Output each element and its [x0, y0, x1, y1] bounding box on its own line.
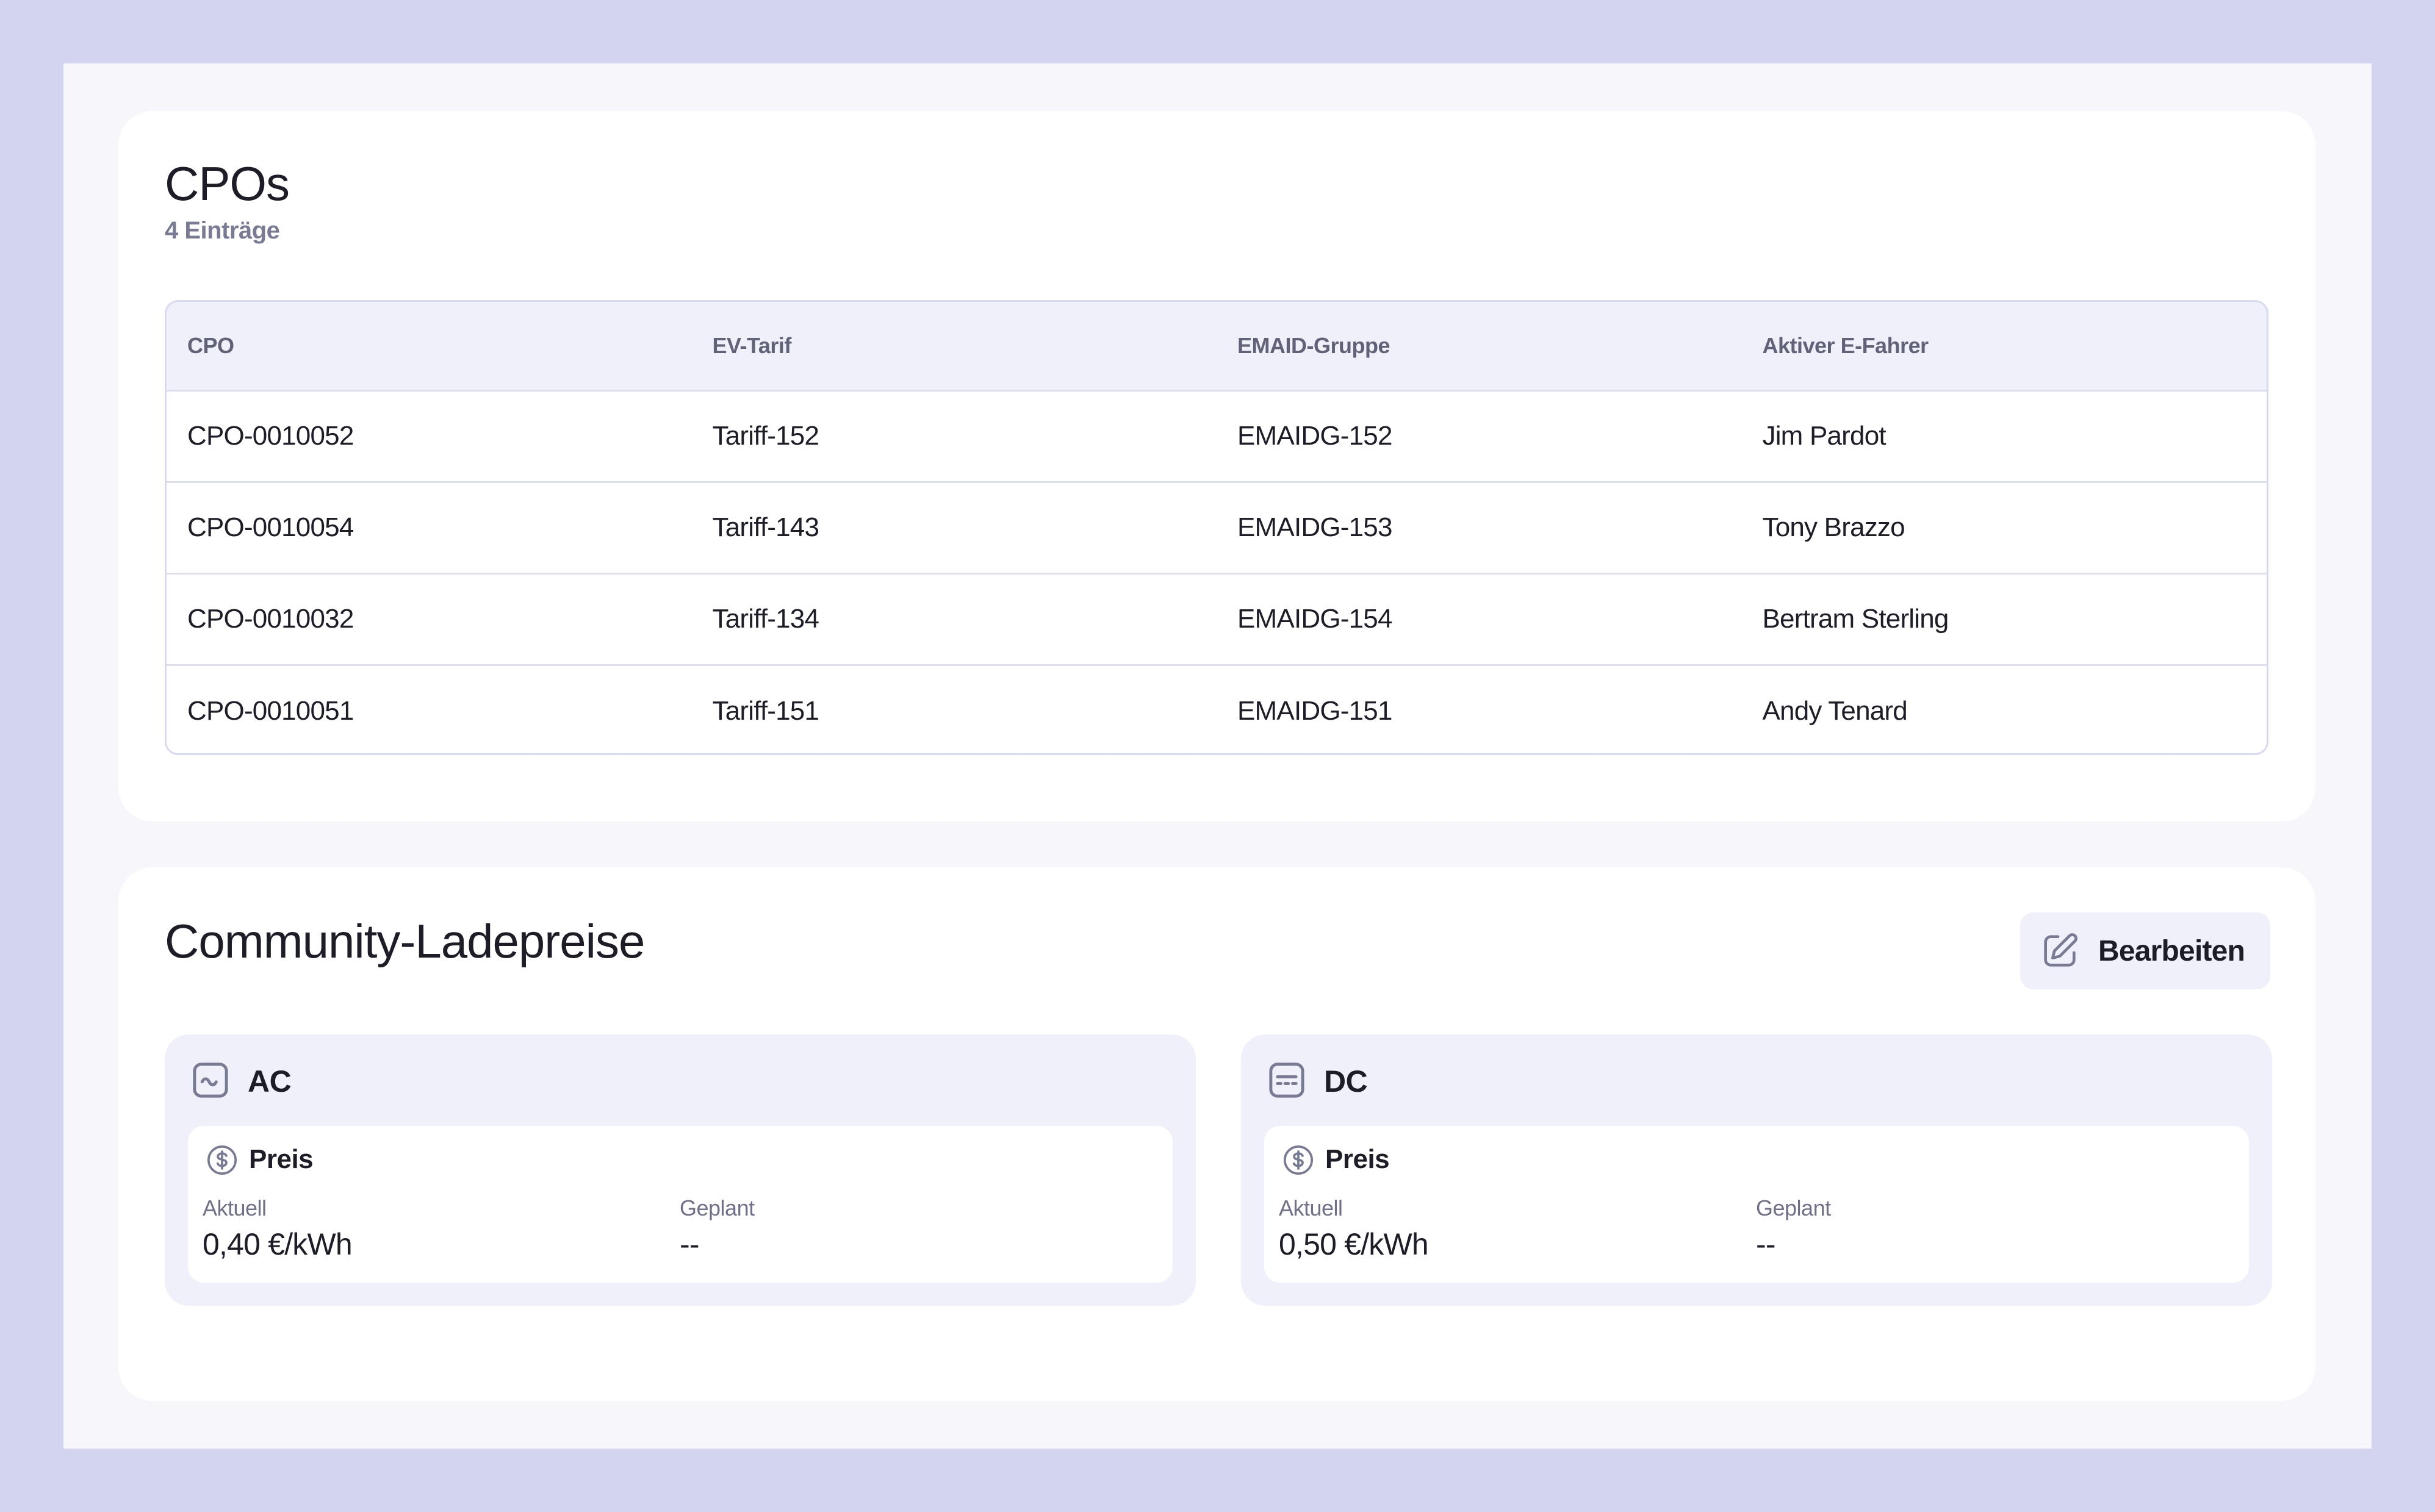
dollar-circle-icon — [205, 1143, 239, 1177]
cell-aktiver-e-fahrer: Bertram Sterling — [1762, 604, 1949, 634]
column-header-aktiver-e-fahrer[interactable]: Aktiver E-Fahrer — [1762, 332, 1929, 358]
community-prices-card: Community-Ladepreise Bearbeiten — [118, 867, 2315, 1401]
column-header-ev-tarif[interactable]: EV-Tarif — [712, 332, 792, 358]
dc-current-label: Aktuell — [1279, 1195, 1343, 1220]
dc-label: DC — [1324, 1064, 1368, 1098]
dollar-circle-icon — [1281, 1143, 1315, 1177]
cell-ev-tarif: Tariff-134 — [712, 604, 819, 634]
ac-planned-value: -- — [680, 1227, 699, 1261]
dc-planned-label: Geplant — [1756, 1195, 1831, 1220]
app-screen: CPOs 4 Einträge CPO EV-Tarif EMAID-Grupp… — [63, 63, 2372, 1449]
column-header-emaid-gruppe[interactable]: EMAID-Gruppe — [1237, 332, 1390, 358]
column-header-cpo[interactable]: CPO — [187, 332, 234, 358]
cpos-card: CPOs 4 Einträge CPO EV-Tarif EMAID-Grupp… — [118, 111, 2315, 822]
cell-emaid-gruppe: EMAIDG-153 — [1237, 512, 1392, 542]
cell-cpo: CPO-0010032 — [187, 604, 354, 634]
cell-emaid-gruppe: EMAIDG-152 — [1237, 421, 1392, 451]
ac-wave-icon — [190, 1060, 231, 1100]
dc-current-value: 0,50 €/kWh — [1279, 1227, 1429, 1261]
dc-price-label: Preis — [1325, 1144, 1390, 1174]
edit-button[interactable]: Bearbeiten — [2020, 912, 2270, 989]
edit-button-label: Bearbeiten — [2098, 934, 2245, 967]
cell-cpo: CPO-0010054 — [187, 512, 354, 542]
ac-price-panel: Preis Aktuell 0,40 €/kWh Geplant -- — [188, 1126, 1173, 1283]
cell-emaid-gruppe: EMAIDG-151 — [1237, 695, 1392, 726]
table-row[interactable]: CPO-0010052 Tariff-152 EMAIDG-152 Jim Pa… — [167, 390, 2267, 482]
cell-aktiver-e-fahrer: Andy Tenard — [1762, 695, 1908, 726]
cell-ev-tarif: Tariff-143 — [712, 512, 819, 542]
ac-current-value: 0,40 €/kWh — [203, 1227, 353, 1261]
cpos-title: CPOs — [165, 157, 290, 210]
ac-planned-label: Geplant — [680, 1195, 755, 1220]
cell-ev-tarif: Tariff-152 — [712, 421, 819, 451]
table-row[interactable]: CPO-0010054 Tariff-143 EMAIDG-153 Tony B… — [167, 482, 2267, 573]
ac-price-label: Preis — [249, 1144, 314, 1174]
ac-price-card: AC Preis Aktuell 0,40 €/kWh Geplant -- — [165, 1034, 1196, 1306]
dc-planned-value: -- — [1756, 1227, 1775, 1261]
ac-current-label: Aktuell — [203, 1195, 267, 1220]
dc-price-panel: Preis Aktuell 0,50 €/kWh Geplant -- — [1264, 1126, 2249, 1283]
edit-pencil-icon — [2038, 930, 2081, 972]
community-prices-title: Community-Ladepreise — [165, 914, 645, 968]
cell-aktiver-e-fahrer: Tony Brazzo — [1762, 512, 1905, 542]
cell-aktiver-e-fahrer: Jim Pardot — [1762, 421, 1886, 451]
table-row[interactable]: CPO-0010032 Tariff-134 EMAIDG-154 Bertra… — [167, 573, 2267, 665]
cpos-table: CPO EV-Tarif EMAID-Gruppe Aktiver E-Fahr… — [165, 300, 2268, 755]
table-header-row: CPO EV-Tarif EMAID-Gruppe Aktiver E-Fahr… — [167, 302, 2267, 390]
table-row[interactable]: CPO-0010051 Tariff-151 EMAIDG-151 Andy T… — [167, 665, 2267, 753]
cpos-entry-count: 4 Einträge — [165, 217, 280, 244]
cell-ev-tarif: Tariff-151 — [712, 695, 819, 726]
ac-label: AC — [248, 1064, 292, 1098]
cell-cpo: CPO-0010051 — [187, 695, 354, 726]
dc-price-card: DC Preis Aktuell 0,50 €/kWh Geplant -- — [1241, 1034, 2272, 1306]
cell-emaid-gruppe: EMAIDG-154 — [1237, 604, 1392, 634]
dc-icon — [1267, 1060, 1307, 1100]
cell-cpo: CPO-0010052 — [187, 421, 354, 451]
